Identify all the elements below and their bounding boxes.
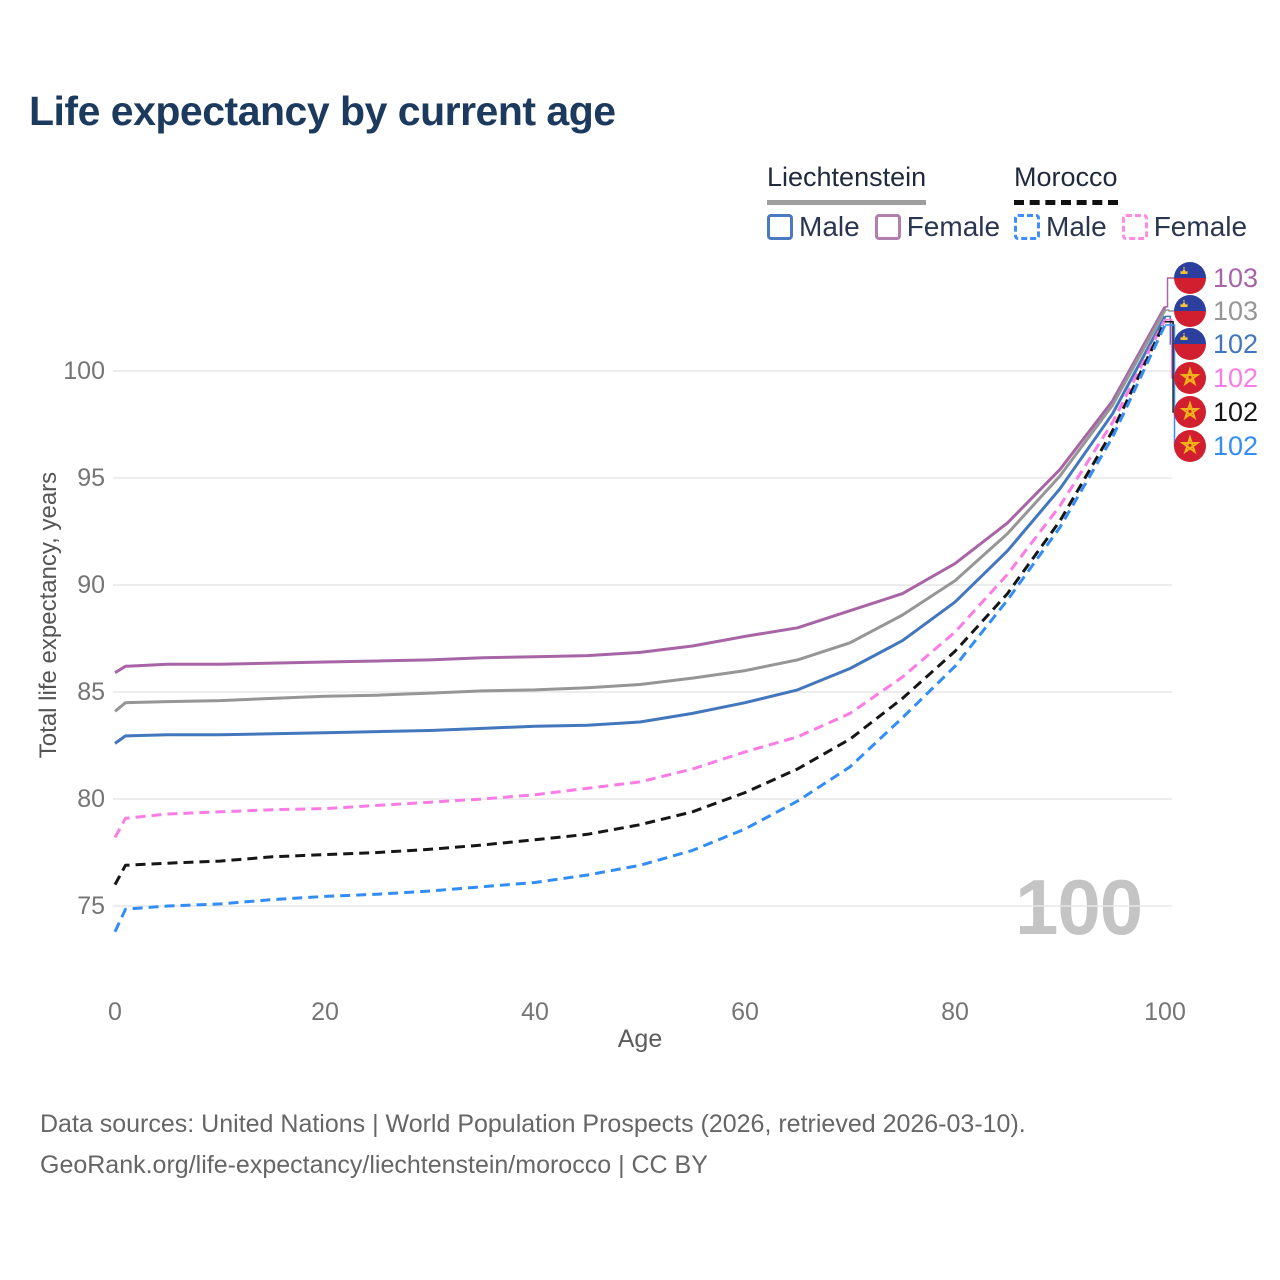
legend-group-morocco: Morocco Male Female (1014, 162, 1247, 243)
end-label-liechtenstein-both-sexes: 103 (1174, 295, 1258, 327)
data-sources-line: Data sources: United Nations | World Pop… (40, 1110, 1026, 1138)
y-tick-100: 100 (63, 357, 105, 385)
end-label-connector (1165, 277, 1176, 308)
legend-item-label: Male (1046, 211, 1107, 242)
legend-item-morocco-male[interactable]: Male (1014, 211, 1107, 243)
legend-country-morocco: Morocco (1014, 162, 1118, 205)
legend-group-liechtenstein: Liechtenstein Male Female (767, 162, 1000, 243)
series-line-morocco-both-sexes (113, 321, 1167, 886)
liechtenstein-flag-icon (1174, 328, 1206, 360)
x-tick-20: 20 (311, 998, 339, 1026)
end-label-liechtenstein-female: 103 (1174, 262, 1258, 294)
series-line-morocco-female (113, 318, 1167, 839)
attribution-line: GeoRank.org/life-expectancy/liechtenstei… (40, 1151, 708, 1179)
legend-item-morocco-female[interactable]: Female (1121, 211, 1248, 243)
end-label-value: 102 (1213, 431, 1259, 461)
page-title: Life expectancy by current age (29, 88, 616, 134)
end-label-value: 102 (1213, 363, 1259, 393)
legend-checkbox[interactable] (874, 214, 901, 240)
x-tick-60: 60 (731, 998, 759, 1026)
end-label-morocco-both-sexes: 102 (1174, 396, 1258, 428)
legend-checkbox[interactable] (1014, 214, 1040, 240)
page-footer: Data sources: United Nations | World Pop… (40, 1104, 1026, 1186)
x-axis-title: Age (617, 1025, 663, 1053)
legend-item-label: Female (1153, 211, 1248, 242)
y-tick-80: 80 (77, 785, 105, 813)
morocco-flag-icon (1174, 396, 1206, 428)
end-label-morocco-male: 102 (1174, 430, 1258, 462)
legend-items-row: Male Female (767, 211, 1000, 243)
hovered-age-watermark: 100 (1015, 863, 1143, 951)
end-label-value: 102 (1213, 329, 1259, 359)
legend-checkbox[interactable] (767, 214, 793, 240)
legend-item-liechtenstein-female[interactable]: Female (874, 211, 1001, 243)
end-label-morocco-female: 102 (1174, 362, 1258, 394)
end-label-value: 103 (1213, 296, 1259, 326)
legend-item-label: Female (906, 211, 1001, 242)
series-line-liechtenstein-both-sexes (114, 309, 1167, 713)
y-tick-90: 90 (77, 571, 105, 599)
end-label-value: 102 (1213, 397, 1259, 427)
legend-checkbox[interactable] (1121, 214, 1148, 240)
y-tick-85: 85 (77, 678, 105, 706)
liechtenstein-flag-icon (1174, 295, 1206, 327)
x-tick-40: 40 (521, 998, 549, 1026)
y-tick-75: 75 (77, 892, 105, 920)
series-line-morocco-male (113, 324, 1167, 933)
end-label-liechtenstein-male: 102 (1174, 328, 1258, 360)
legend-country-liechtenstein: Liechtenstein (767, 162, 927, 205)
legend-item-liechtenstein-male[interactable]: Male (767, 211, 860, 243)
series-line-liechtenstein-male (114, 315, 1167, 745)
end-label-connector (1165, 309, 1176, 312)
morocco-flag-icon (1174, 362, 1206, 394)
end-label-value: 103 (1213, 263, 1259, 293)
legend-items-row: Male Female (1014, 211, 1247, 243)
x-tick-80: 80 (941, 998, 969, 1026)
x-tick-0: 0 (108, 998, 122, 1026)
legend-item-label: Male (799, 211, 860, 242)
morocco-flag-icon (1174, 430, 1206, 462)
x-tick-100: 100 (1144, 998, 1186, 1026)
liechtenstein-flag-icon (1174, 262, 1206, 294)
series-line-liechtenstein-female (114, 306, 1167, 674)
y-tick-95: 95 (77, 464, 105, 492)
